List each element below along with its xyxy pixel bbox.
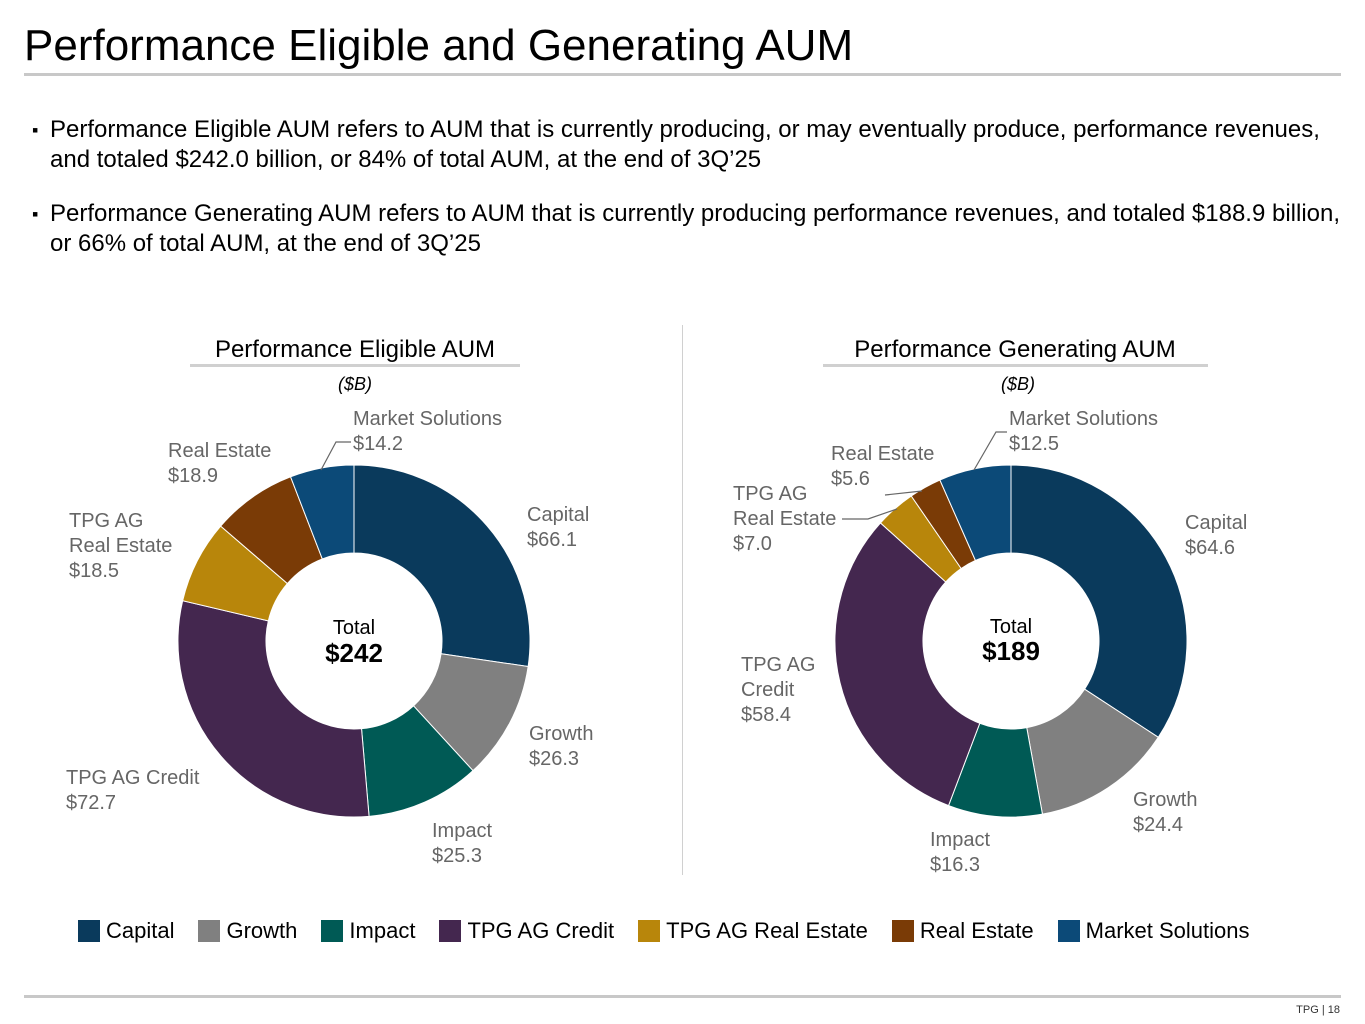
center-total-label: Total: [333, 617, 375, 639]
slice-label-tpg-ag-real-estate: TPG AG Real Estate $18.5: [69, 510, 172, 582]
page-number: TPG | 18: [1296, 1004, 1340, 1016]
slice-label-market-solutions: Market Solutions $12.5: [1009, 408, 1158, 455]
legend-label: Real Estate: [919, 918, 1034, 943]
slice-label-real-estate: Real Estate $5.6: [831, 443, 934, 490]
center-total-value: $242: [325, 638, 383, 668]
slice-label-market-solutions: Market Solutions $14.2: [353, 408, 502, 455]
legend-swatch: [78, 920, 100, 942]
bullet-marker: ▪: [32, 204, 39, 224]
chart-unit: ($B): [338, 374, 372, 394]
legend-swatch: [439, 920, 462, 942]
slice-label-capital: Capital $64.6: [1185, 512, 1247, 559]
donut-slice-market-solutions: [289, 464, 355, 560]
chart-title: Performance Generating AUM: [854, 336, 1175, 363]
legend-label: Growth: [226, 918, 298, 943]
bullet-performance-eligible: ▪ Performance Eligible AUM refers to AUM…: [32, 115, 1342, 175]
slice-label-impact: Impact $16.3: [930, 829, 990, 876]
leader-line-tpg-ag-real-estate: [842, 508, 898, 520]
slice-label-growth: Growth $26.3: [529, 723, 593, 770]
center-total-label: Total: [990, 616, 1032, 638]
donut-slice-capital: [353, 464, 531, 668]
slice-label-impact: Impact $25.3: [432, 820, 492, 867]
chart-divider: [682, 325, 683, 875]
legend-swatch: [321, 920, 344, 942]
footer-rule: [24, 995, 1341, 998]
legend-item-tpg-ag-real-estate: TPG AG Real Estate: [638, 918, 868, 944]
charts-area: Performance Eligible AUM ($B) Capital $66…: [66, 336, 1247, 876]
legend-swatch: [638, 920, 661, 942]
leader-line-market-solutions: [320, 441, 351, 471]
page-title: Performance Eligible and Generating AUM: [24, 21, 854, 70]
slice-label-tpg-ag-credit: TPG AG Credit $58.4: [741, 654, 815, 726]
legend-item-market-solutions: Market Solutions: [1057, 918, 1250, 944]
legend-swatch: [1057, 920, 1080, 942]
slice-label-real-estate: Real Estate $18.9: [168, 440, 271, 487]
chart-title: Performance Eligible AUM: [215, 336, 495, 363]
donut-slice-capital: [1010, 464, 1188, 739]
legend-swatch: [198, 920, 221, 942]
generating-aum-chart: Performance Generating AUM ($B) Capital $…: [733, 336, 1247, 876]
chart-title-underline: [823, 364, 1208, 367]
legend-label: Market Solutions: [1085, 918, 1250, 943]
bullet-performance-generating: ▪ Performance Generating AUM refers to A…: [32, 199, 1342, 259]
legend-label: Impact: [349, 918, 416, 943]
legend-item-growth: Growth: [198, 918, 297, 944]
legend-item-real-estate: Real Estate: [891, 918, 1034, 944]
leader-line-real-estate: [884, 490, 923, 496]
slice-label-capital: Capital $66.1: [527, 504, 589, 551]
leader-line-market-solutions: [973, 431, 1007, 471]
donut-slice-market-solutions: [939, 464, 1012, 562]
slice-label-growth: Growth $24.4: [1133, 789, 1197, 836]
legend-swatch: [891, 920, 914, 942]
bullet-text: Performance Generating AUM refers to AUM…: [50, 200, 1341, 257]
chart-legend: Capital Growth Impact TPG AG Credit TPG …: [78, 918, 1274, 944]
slice-label-tpg-ag-credit: TPG AG Credit $72.7: [66, 767, 200, 814]
slice-label-tpg-ag-real-estate: TPG AG Real Estate $7.0: [733, 483, 836, 555]
title-underline: [24, 73, 1341, 76]
eligible-aum-chart: Performance Eligible AUM ($B) Capital $66…: [66, 336, 593, 867]
center-total-value: $189: [982, 636, 1040, 666]
chart-title-underline: [190, 364, 520, 367]
legend-item-tpg-ag-credit: TPG AG Credit: [439, 918, 614, 944]
legend-label: Capital: [106, 918, 175, 943]
donut-slice-tpg-ag-credit: [834, 522, 981, 807]
legend-item-capital: Capital: [78, 918, 174, 944]
chart-unit: ($B): [1001, 374, 1035, 394]
legend-item-impact: Impact: [321, 918, 415, 944]
bullet-marker: ▪: [32, 120, 39, 140]
bullet-text: Performance Eligible AUM refers to AUM t…: [50, 116, 1320, 173]
legend-label: TPG AG Credit: [467, 918, 615, 943]
donut-slice-tpg-ag-credit: [177, 600, 370, 818]
legend-label: TPG AG Real Estate: [666, 918, 868, 943]
